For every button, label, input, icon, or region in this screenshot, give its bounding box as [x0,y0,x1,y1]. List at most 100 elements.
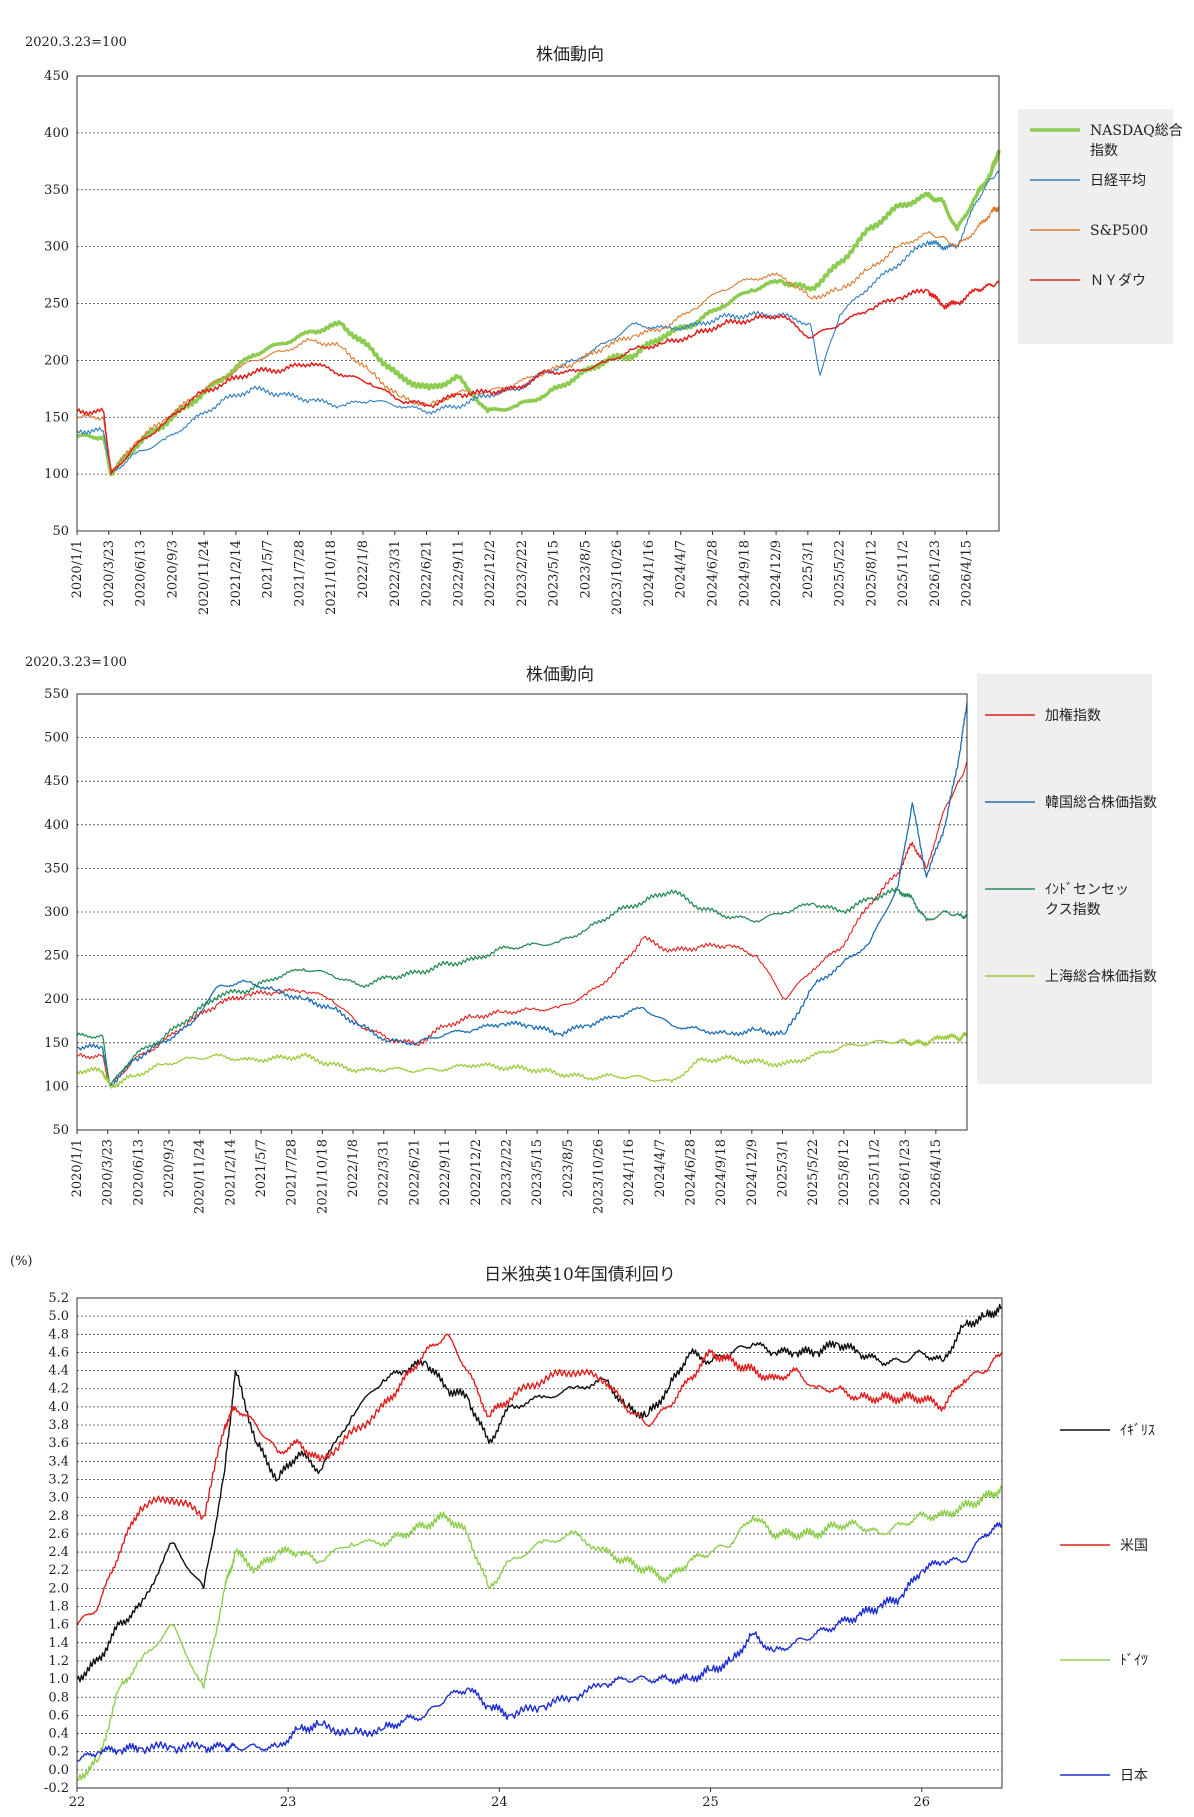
x-tick-label: 2022/6/21 [420,540,435,607]
x-tick-label: 2021/5/7 [254,1139,269,1197]
chart-3-plot-frame [76,1297,1003,1789]
y-tick-label: 200 [44,992,69,1007]
y-tick-label: 1.2 [48,1654,69,1669]
y-tick-label: 3.6 [48,1436,69,1451]
x-tick-label: 2024/4/7 [674,540,689,598]
series-line-1 [76,1303,1003,1683]
chart-1-note: 2020.3.23=100 [25,35,127,50]
series-line-2 [76,170,1000,474]
y-tick-label: 100 [44,1079,69,1094]
x-tick-label: 2025/3/1 [775,1139,790,1197]
series-line-3 [76,206,999,475]
y-tick-label: 2.4 [48,1545,69,1560]
y-tick-label: 400 [44,126,69,141]
chart-1-plot-frame [76,75,1000,532]
x-tick-label: 2024/6/28 [706,540,721,607]
y-tick-label: 4.0 [48,1400,69,1415]
series-line-4 [76,280,1000,475]
y-tick-label: 250 [44,297,69,312]
series-line-1 [76,149,1001,477]
y-tick-label: 5.2 [48,1291,69,1306]
y-tick-label: 4.2 [48,1382,69,1397]
y-tick-label: 400 [44,818,69,833]
chart-3: (%) 日米独英10年国債利回り -0.2 0.0 0.2 0.4 0.6 0.8 1.0 1… [10,1254,1155,1810]
x-tick-label: 2020/1/1 [70,1139,85,1197]
y-tick-label: 250 [44,949,69,964]
x-tick-label: 2022/9/11 [438,1139,453,1206]
y-tick-label: 300 [44,905,69,920]
x-tick-label: 2022/3/31 [388,540,403,607]
y-tick-label: 150 [44,1036,69,1051]
y-tick-label: 550 [44,687,69,702]
series-line-2 [76,702,968,1088]
y-tick-label: 200 [44,353,69,368]
chart-1-legend-box [1018,109,1173,344]
chart-2: 2020.3.23=100 株価動向 50 100 150 200 250 300 350 4… [25,655,1157,1214]
y-tick-label: 2.8 [48,1509,69,1524]
y-tick-label: 0.2 [48,1745,69,1760]
legend-label: ﾄﾞｲﾂ [1120,1653,1148,1669]
x-tick-label: 2022/1/8 [346,1139,361,1197]
y-tick-label: 1.8 [48,1600,69,1615]
x-tick-label: 2023/10/26 [591,1139,606,1214]
x-tick-label: 2023/8/5 [561,1139,576,1197]
y-tick-label: 1.0 [48,1672,69,1687]
x-tick-label: 2022/12/2 [469,1139,484,1206]
x-tick-label: 2021/5/7 [261,540,276,598]
y-tick-label: 3.8 [48,1418,69,1433]
y-tick-label: -0.2 [44,1781,69,1796]
x-tick-label: 2023/10/26 [610,540,625,615]
x-tick-label: 2021/2/14 [223,1139,238,1206]
chart-3-title: 日米独英10年国債利回り [484,1265,676,1285]
legend-label: 加権指数 [1045,707,1101,724]
x-tick-label: 25 [702,1795,719,1810]
legend-label: 韓国総合株価指数 [1045,795,1157,811]
chart-2-plot-frame [76,693,968,1131]
legend-label: 日本 [1120,1768,1148,1784]
series-line-4 [76,1522,1003,1762]
x-tick-label: 2023/5/15 [547,540,562,607]
y-tick-label: 2.6 [48,1527,69,1542]
x-tick-label: 2022/9/11 [451,540,466,607]
x-tick-label: 2020/3/23 [101,1139,116,1206]
x-tick-label: 2020/9/3 [162,1139,177,1197]
x-tick-label: 2020/11/24 [197,540,212,615]
legend-label: 上海総合株価指数 [1045,969,1157,985]
y-tick-label: 4.8 [48,1327,69,1342]
legend-label: ｲﾝﾄﾞセンセックス指数 [1045,882,1129,918]
y-tick-label: 0.4 [48,1727,69,1742]
x-tick-label: 2025/8/12 [837,1139,852,1206]
legend-label: 米国 [1120,1538,1148,1554]
x-tick-label: 2026/4/15 [929,1139,944,1206]
y-tick-label: 2.2 [48,1563,69,1578]
legend-label: NASDAQ総合指数 [1090,123,1183,159]
chart-1: 2020.3.23=100 株価動向 50 100 150 200 250 300 350 4… [25,35,1183,615]
y-tick-label: 4.6 [48,1345,69,1360]
x-tick-label: 2024/1/16 [622,1139,637,1206]
y-tick-label: 450 [44,774,69,789]
x-tick-label: 2025/8/12 [864,540,879,607]
x-tick-label: 2025/3/1 [801,540,816,598]
x-tick-label: 2023/2/22 [515,540,530,607]
x-tick-label: 2024/9/18 [737,540,752,607]
x-tick-label: 2022/3/31 [377,1139,392,1206]
x-tick-label: 2026/1/23 [898,1139,913,1206]
x-tick-label: 2025/11/2 [868,1139,883,1206]
y-tick-label: 0.6 [48,1708,69,1723]
chart-2-note: 2020.3.23=100 [25,655,127,670]
y-tick-label: 3.4 [48,1454,69,1469]
x-tick-label: 2023/5/15 [530,1139,545,1206]
x-tick-label: 2020/6/13 [134,540,149,607]
y-tick-label: 100 [44,467,69,482]
legend-label: 日経平均 [1090,173,1146,189]
x-tick-label: 2024/6/28 [683,1139,698,1206]
y-tick-label: 5.0 [48,1309,69,1324]
y-tick-label: 350 [44,861,69,876]
chart-1-title: 株価動向 [536,45,604,65]
y-tick-label: 150 [44,410,69,425]
x-tick-label: 2022/1/8 [356,540,371,598]
x-tick-label: 2022/6/21 [407,1139,422,1206]
y-tick-label: 450 [44,69,69,84]
x-tick-label: 2024/12/9 [745,1139,760,1206]
